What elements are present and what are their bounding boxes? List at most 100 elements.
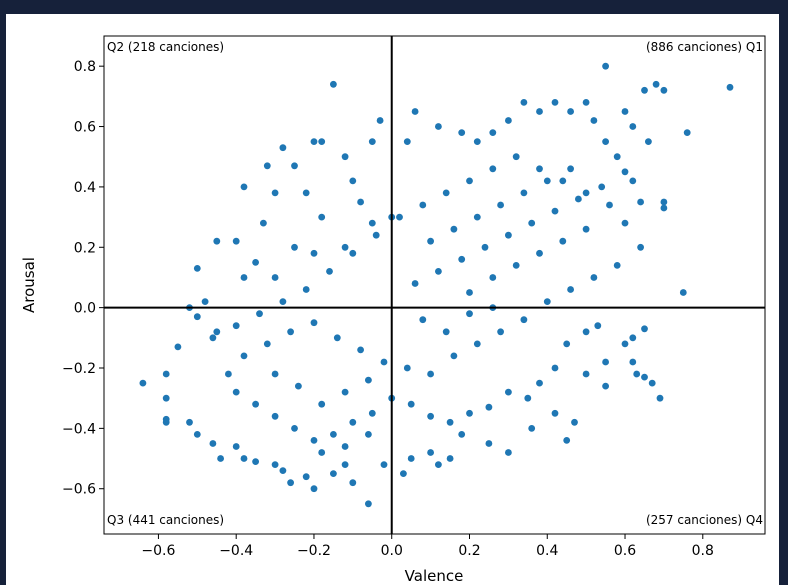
scatter-point — [310, 319, 318, 327]
scatter-point — [271, 412, 279, 420]
scatter-point — [629, 177, 637, 185]
x-axis-ticks: −0.6 −0.4 −0.2 0.0 0.2 0.4 0.6 0.8 — [141, 534, 714, 559]
scatter-point — [419, 316, 427, 324]
scatter-point — [602, 62, 609, 70]
scatter-point — [318, 400, 326, 408]
quadrant-label-q4: (257 canciones) Q4 — [646, 513, 763, 527]
scatter-point — [357, 198, 364, 206]
y-axis-ticks: −0.6 −0.4 −0.2 0.0 0.2 0.4 0.6 0.8 — [62, 59, 104, 498]
scatter-point — [396, 213, 403, 221]
scatter-point — [419, 201, 427, 209]
scatter-point — [442, 189, 450, 197]
scatter-point — [473, 340, 481, 348]
scatter-point — [193, 313, 201, 321]
scatter-point — [186, 418, 193, 426]
x-axis-title: Valence — [405, 567, 464, 585]
scatter-point — [411, 280, 419, 287]
scatter-point — [458, 431, 466, 438]
scatter-point — [602, 138, 609, 145]
scatter-point — [594, 322, 602, 330]
y-tick-label: 0.6 — [74, 120, 96, 136]
scatter-point — [279, 467, 287, 474]
scatter-point — [575, 195, 582, 203]
scatter-point — [213, 328, 221, 336]
scatter-point — [318, 213, 326, 221]
scatter-point — [442, 328, 450, 336]
scatter-point — [330, 431, 337, 438]
scatter-point — [341, 243, 349, 251]
scatter-point — [582, 225, 590, 233]
scatter-point — [427, 449, 434, 456]
chart-panel: −0.6 −0.4 −0.2 0.0 0.2 0.4 0.6 0.8 −0.6 −0.4 −0.2… — [6, 14, 779, 585]
scatter-point — [512, 262, 520, 269]
scatter-point — [407, 455, 415, 462]
scatter-point — [726, 83, 734, 91]
scatter-point — [660, 86, 668, 94]
scatter-point — [271, 274, 279, 281]
scatter-point — [225, 370, 232, 378]
plot-area — [103, 35, 766, 535]
scatter-point — [489, 165, 497, 173]
scatter-point — [536, 249, 543, 257]
scatter-point — [683, 129, 691, 136]
scatter-point — [551, 409, 559, 417]
scatter-point — [213, 237, 221, 245]
x-tick-label: −0.4 — [219, 543, 253, 559]
scatter-point — [209, 334, 217, 342]
scatter-point — [602, 382, 609, 390]
scatter-point — [606, 201, 613, 209]
scatter-point — [349, 418, 357, 426]
scatter-point — [613, 153, 621, 161]
y-tick-label: −0.4 — [62, 421, 96, 437]
scatter-point — [435, 123, 442, 130]
scatter-point — [232, 237, 240, 245]
scatter-point — [427, 370, 434, 378]
scatter-point — [380, 358, 388, 366]
scatter-point — [302, 189, 310, 197]
scatter-point — [365, 376, 372, 384]
scatter-point — [271, 189, 279, 197]
scatter-point — [629, 358, 637, 366]
scatter-point — [645, 138, 652, 145]
scatter-point — [295, 382, 302, 390]
quadrant-label-q1: (886 canciones) Q1 — [646, 40, 763, 54]
scatter-point — [446, 418, 454, 426]
scatter-point — [139, 379, 147, 387]
scatter-point — [590, 274, 598, 281]
scatter-point — [252, 400, 259, 408]
scatter-point — [505, 449, 512, 456]
scatter-point — [232, 443, 240, 450]
quadrant-label-q3: Q3 (441 canciones) — [107, 513, 224, 527]
scatter-point — [411, 108, 419, 115]
scatter-point — [291, 243, 298, 251]
x-tick-label: −0.2 — [297, 543, 331, 559]
scatter-point — [310, 249, 318, 257]
x-tick-label: 0.2 — [458, 543, 480, 559]
scatter-point — [497, 201, 504, 209]
scatter-point — [287, 479, 294, 487]
scatter-point — [240, 183, 248, 191]
scatter-point — [162, 370, 170, 378]
scatter-point — [174, 343, 182, 351]
scatter-point — [473, 213, 481, 221]
scatter-point — [563, 437, 571, 444]
scatter-point — [271, 370, 279, 378]
y-tick-label: 0.8 — [74, 59, 96, 75]
scatter-point — [497, 328, 504, 336]
scatter-point — [302, 473, 310, 481]
scatter-point — [365, 431, 372, 438]
scatter-point — [193, 431, 201, 438]
scatter-point — [357, 346, 364, 354]
quadrant-label-q2: Q2 (218 canciones) — [107, 40, 224, 54]
scatter-point — [543, 177, 551, 185]
scatter-point — [365, 500, 372, 508]
scatter-point — [481, 243, 489, 251]
x-tick-label: 0.0 — [381, 543, 403, 559]
y-tick-label: −0.2 — [62, 361, 96, 377]
scatter-point — [252, 458, 259, 465]
scatter-point — [326, 268, 333, 275]
scatter-point — [368, 219, 376, 227]
scatter-point — [489, 129, 497, 136]
scatter-point — [512, 153, 520, 161]
